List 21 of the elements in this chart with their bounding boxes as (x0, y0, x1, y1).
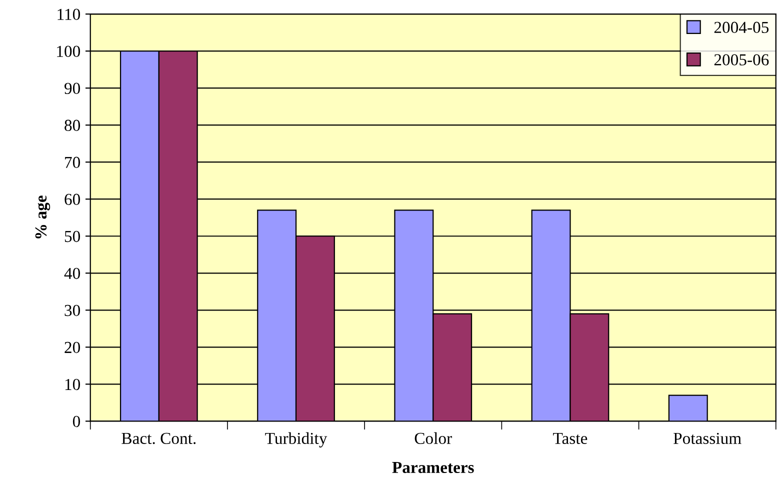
y-tick-label: 70 (65, 156, 80, 168)
y-tick-label: 40 (64, 268, 80, 280)
y-tick-label: 10 (65, 378, 80, 390)
x-tick-label: Bact. Cont. (122, 432, 196, 444)
y-tick-label: 80 (64, 120, 80, 132)
x-tick-label: Taste (553, 432, 588, 444)
x-tick-label: Color (414, 432, 452, 444)
y-tick-label: 50 (64, 230, 80, 242)
y-tick-label: 0 (72, 416, 80, 428)
y-tick-label: 90 (64, 82, 80, 94)
x-tick-label: Turbidity (265, 432, 328, 448)
y-tick-label: 100 (57, 46, 80, 58)
legend-label: 2005-06 (714, 54, 769, 66)
y-tick-label: 110 (58, 8, 80, 20)
x-axis-title: Parameters (392, 462, 474, 474)
y-tick-label: 60 (64, 194, 80, 206)
y-axis-title: % age (35, 196, 50, 238)
y-tick-label: 30 (64, 304, 80, 316)
y-tick-label: 20 (64, 342, 80, 354)
x-tick-label: Potassium (674, 432, 742, 444)
legend-label: 2004-05 (714, 22, 769, 34)
